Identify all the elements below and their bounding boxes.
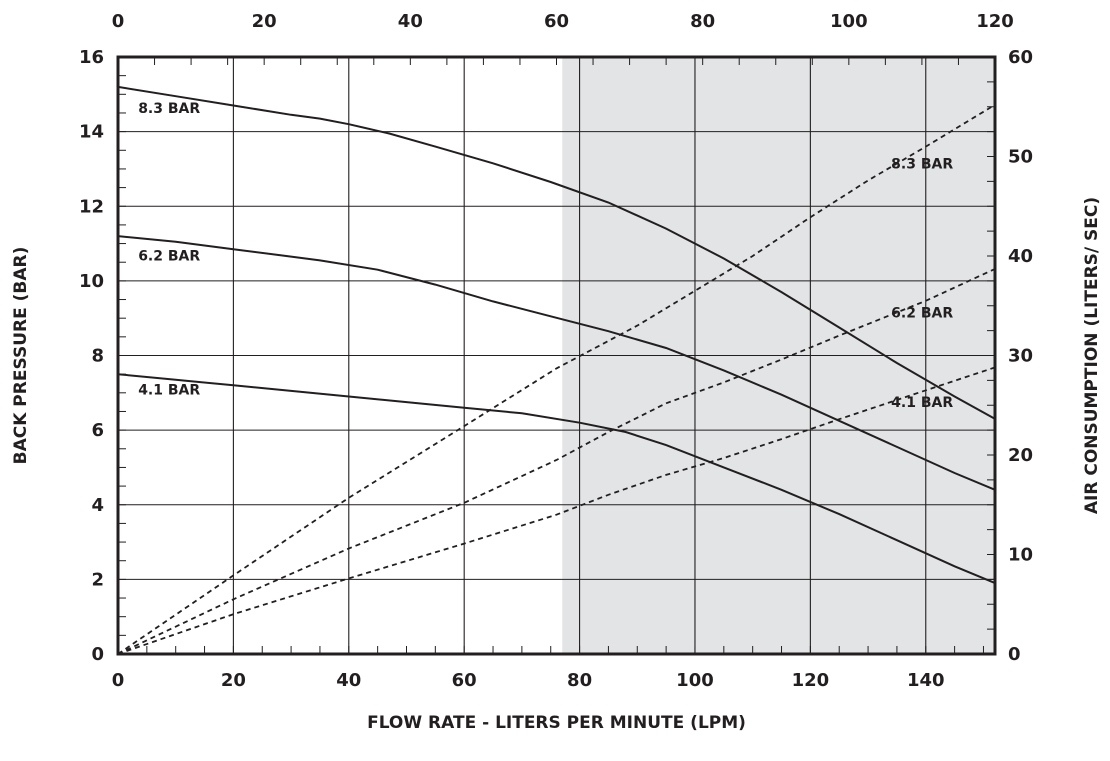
y-tick-label: 14 <box>79 122 104 143</box>
y2-tick-label: 10 <box>1008 545 1033 566</box>
air-curve-label: 6.2 BAR <box>891 306 953 322</box>
x-tick-label: 80 <box>567 670 592 691</box>
y2-tick-label: 60 <box>1008 47 1033 68</box>
y-tick-label: 2 <box>91 569 104 590</box>
y2-tick-label: 40 <box>1008 246 1033 267</box>
pressure-curve-label: 8.3 BAR <box>138 101 200 117</box>
y2-tick-label: 0 <box>1008 644 1021 665</box>
y2-tick-label: 30 <box>1008 346 1033 367</box>
x-axis-title: FLOW RATE - LITERS PER MINUTE (LPM) <box>367 713 746 733</box>
x-tick-label: 140 <box>907 670 945 691</box>
y-tick-label: 12 <box>79 196 104 217</box>
y-tick-label: 6 <box>91 420 104 441</box>
y-axis-title: BACK PRESSURE (BAR) <box>11 247 31 465</box>
x2-tick-label: 20 <box>252 11 277 32</box>
y-tick-label: 4 <box>91 495 104 516</box>
x-tick-label: 0 <box>112 670 125 691</box>
x2-tick-label: 100 <box>830 11 868 32</box>
x2-tick-label: 40 <box>398 11 423 32</box>
pressure-curve-label: 6.2 BAR <box>138 248 200 264</box>
x-tick-label: 40 <box>336 670 361 691</box>
x-tick-label: 20 <box>221 670 246 691</box>
y2-tick-label: 20 <box>1008 445 1033 466</box>
x2-tick-label: 60 <box>544 11 569 32</box>
air-curve-label: 8.3 BAR <box>891 156 953 172</box>
x-tick-label: 100 <box>676 670 714 691</box>
y2-axis-title: AIR CONSUMPTION (LITERS/ SEC) <box>1082 197 1102 514</box>
x2-tick-label: 120 <box>976 11 1014 32</box>
y-tick-label: 0 <box>91 644 104 665</box>
y-tick-label: 8 <box>91 346 104 367</box>
x-tick-label: 60 <box>452 670 477 691</box>
y-tick-label: 16 <box>79 47 104 68</box>
pressure-curve-label: 4.1 BAR <box>138 383 200 399</box>
x2-tick-label: 0 <box>112 11 125 32</box>
x-tick-label: 120 <box>792 670 830 691</box>
air-curve-label: 4.1 BAR <box>891 395 953 411</box>
y2-tick-label: 50 <box>1008 147 1033 168</box>
y-tick-label: 10 <box>79 271 104 292</box>
x2-tick-label: 80 <box>690 11 715 32</box>
